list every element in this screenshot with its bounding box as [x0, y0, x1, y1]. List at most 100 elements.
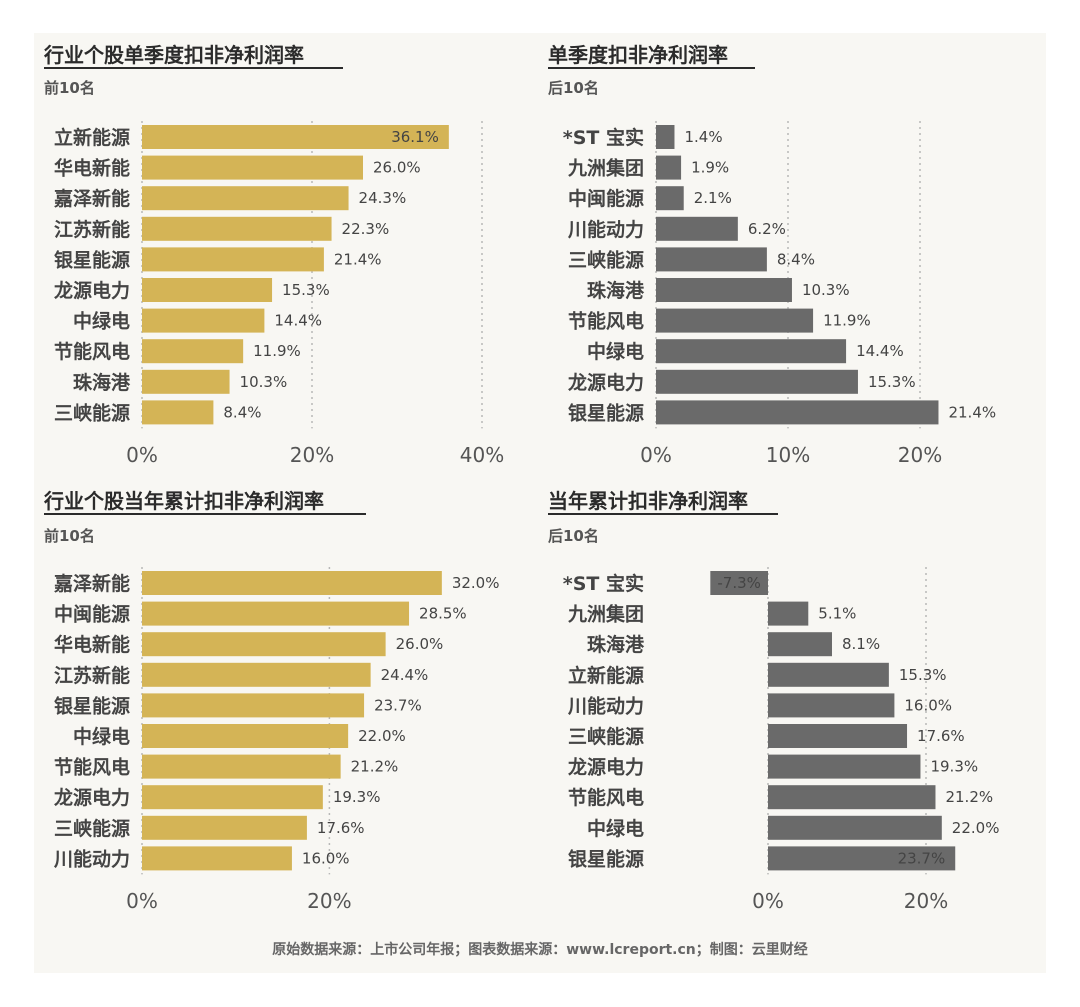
category-label: 江苏新能 — [54, 218, 130, 241]
value-label: 22.0% — [952, 819, 1000, 837]
value-label: 23.7% — [898, 849, 946, 867]
bar — [656, 339, 847, 364]
chart-title: 单季度扣非净利润率 — [548, 43, 728, 67]
chart-title: 当年累计扣非净利润率 — [548, 489, 748, 513]
value-label: 2.1% — [694, 189, 732, 207]
bar — [142, 339, 244, 364]
value-label: 32.0% — [452, 574, 500, 592]
bar — [656, 400, 939, 425]
tick-label: 0% — [640, 443, 672, 467]
bar — [768, 724, 908, 748]
category-label: 川能动力 — [567, 218, 644, 241]
bar — [142, 601, 410, 626]
value-label: 15.3% — [899, 666, 947, 684]
value-label: 8.4% — [223, 403, 261, 421]
value-label: 10.3% — [802, 281, 850, 299]
value-label: 1.9% — [691, 159, 729, 177]
bar — [656, 186, 684, 211]
title-underline — [44, 67, 343, 69]
bar — [142, 155, 363, 180]
category-label: 三峡能源 — [54, 817, 130, 840]
category-label: 龙源电力 — [568, 371, 644, 394]
tick-label: 0% — [126, 443, 158, 467]
value-label: 16.0% — [302, 849, 350, 867]
value-label: 8.1% — [842, 635, 880, 653]
bar — [142, 400, 214, 425]
category-label: 九洲集团 — [567, 603, 644, 626]
bar — [142, 216, 332, 241]
value-label: 5.1% — [818, 605, 856, 623]
category-label: 华电新能 — [54, 157, 130, 180]
bar — [656, 278, 792, 302]
value-label: 8.4% — [777, 250, 815, 268]
category-label: 三峡能源 — [568, 248, 644, 271]
bar — [656, 369, 858, 394]
value-label: 1.4% — [684, 128, 722, 146]
value-label: 6.2% — [748, 220, 786, 238]
bar — [768, 601, 809, 626]
category-label: 银星能源 — [54, 694, 130, 717]
bar — [768, 632, 832, 657]
chart-subtitle: 前10名 — [44, 527, 95, 545]
bar — [768, 815, 942, 840]
value-label: 36.1% — [391, 128, 439, 146]
chart-subtitle: 前10名 — [44, 79, 95, 97]
bar — [142, 754, 341, 779]
bar — [768, 754, 921, 779]
value-label: 26.0% — [373, 159, 421, 177]
bar — [142, 186, 349, 211]
value-label: 19.3% — [333, 788, 381, 806]
category-label: 中绿电 — [73, 725, 130, 748]
category-label: 银星能源 — [54, 248, 130, 271]
category-label: 龙源电力 — [54, 279, 130, 302]
category-label: 珠海港 — [587, 279, 645, 302]
value-label: 22.0% — [358, 727, 406, 745]
chart-title: 行业个股当年累计扣非净利润率 — [43, 489, 324, 513]
category-label: 中闽能源 — [54, 603, 130, 626]
bar — [142, 278, 273, 302]
category-label: 中闽能源 — [568, 187, 644, 210]
category-label: 嘉泽新能 — [53, 187, 130, 210]
category-label: 龙源电力 — [568, 756, 644, 779]
bar — [710, 571, 768, 595]
category-label: *ST 宝实 — [563, 126, 644, 149]
value-label: 14.4% — [856, 342, 904, 360]
chart-subtitle: 后10名 — [548, 79, 599, 97]
value-label: 11.9% — [823, 312, 871, 330]
category-label: 龙源电力 — [54, 786, 130, 809]
bar — [656, 308, 814, 333]
category-label: 银星能源 — [568, 401, 644, 424]
title-underline — [548, 513, 778, 515]
tick-label: 40% — [460, 443, 504, 467]
category-label: 银星能源 — [568, 847, 644, 870]
bar — [142, 785, 323, 810]
category-label: 节能风电 — [568, 310, 644, 333]
value-label: 10.3% — [240, 373, 288, 391]
value-label: 14.4% — [274, 312, 322, 330]
bar — [142, 724, 349, 748]
category-label: 节能风电 — [54, 340, 130, 363]
bar — [142, 815, 307, 840]
value-label: 22.3% — [342, 220, 390, 238]
value-label: 21.2% — [945, 788, 993, 806]
bar — [768, 693, 895, 718]
category-label: 节能风电 — [54, 756, 130, 779]
value-label: 28.5% — [419, 605, 467, 623]
value-label: 15.3% — [868, 373, 916, 391]
value-label: -7.3% — [717, 574, 761, 592]
category-label: 嘉泽新能 — [53, 572, 130, 595]
bar — [142, 247, 324, 272]
value-label: 16.0% — [904, 696, 952, 714]
value-label: 24.4% — [381, 666, 429, 684]
value-label: 26.0% — [396, 635, 444, 653]
category-label: 华电新能 — [54, 633, 130, 656]
tick-label: 10% — [766, 443, 810, 467]
bar — [142, 632, 386, 657]
value-label: 21.4% — [334, 250, 382, 268]
bar — [142, 662, 371, 687]
category-label: 三峡能源 — [568, 725, 644, 748]
